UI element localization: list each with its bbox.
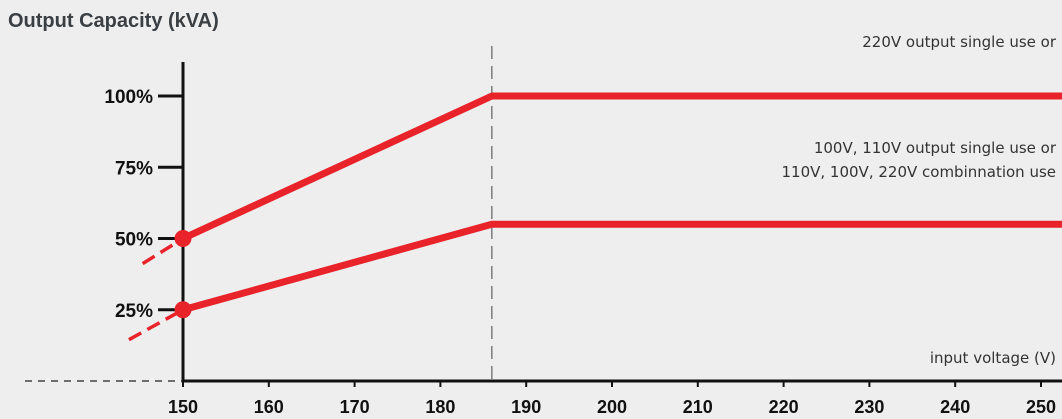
y-tick-label: 75% xyxy=(115,158,153,179)
x-tick-label: 180 xyxy=(425,397,455,417)
series-extension-dashed-2 xyxy=(128,308,184,342)
y-tick-label: 50% xyxy=(115,230,153,251)
x-tick-label: 230 xyxy=(854,397,884,417)
x-tick-label: 170 xyxy=(340,397,370,417)
series-line-1 xyxy=(181,92,1062,242)
x-tick-label: 150 xyxy=(168,397,198,417)
series-line-2 xyxy=(182,220,1062,314)
x-tick-label: 220 xyxy=(769,397,799,417)
series-extension-dashed-1 xyxy=(141,237,184,266)
y-tick-label: 100% xyxy=(104,87,153,108)
x-tick-label: 240 xyxy=(940,397,970,417)
series-2-label: 100V, 110V output single use or xyxy=(814,139,1057,157)
x-axis-label: input voltage (V) xyxy=(930,349,1056,367)
series-point-marker-2 xyxy=(174,301,192,319)
x-tick-label: 210 xyxy=(683,397,713,417)
series-point-marker-1 xyxy=(174,230,192,247)
x-tick-label: 200 xyxy=(597,397,627,417)
x-tick-label: 160 xyxy=(254,397,284,417)
series-1-label: 220V output single use or xyxy=(862,33,1057,51)
y-tick-label: 25% xyxy=(115,301,153,322)
chart-title: Output Capacity (kVA) xyxy=(8,10,219,32)
x-tick-label: 250 xyxy=(1026,397,1056,417)
x-tick-label: 190 xyxy=(511,397,541,417)
series-2-label: 110V, 100V, 220V combinnation use xyxy=(782,163,1057,181)
